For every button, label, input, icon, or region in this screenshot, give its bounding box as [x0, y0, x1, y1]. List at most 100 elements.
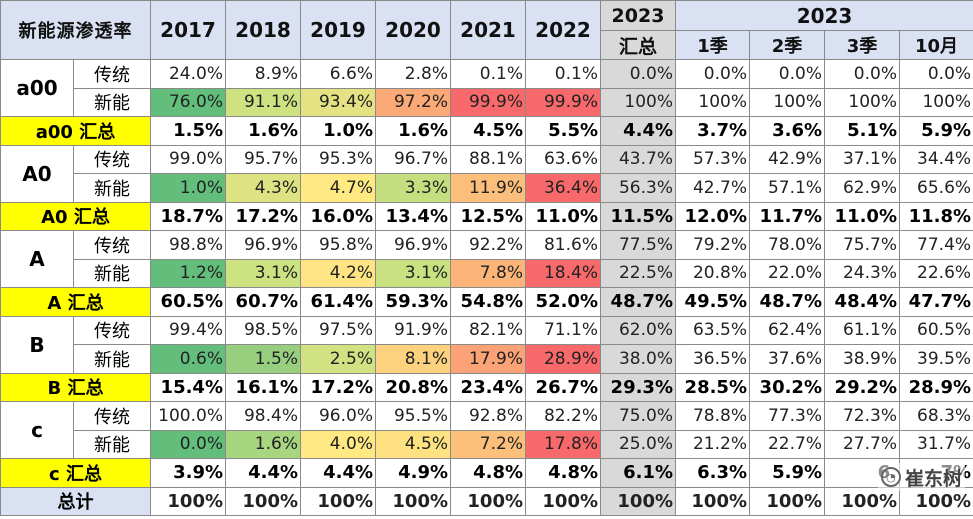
row-label: 新能	[73, 344, 151, 374]
data-cell: 18.4%	[525, 258, 601, 288]
data-cell: 99.9%	[525, 87, 601, 117]
data-cell: 57.1%	[749, 173, 825, 203]
data-cell: 21.2%	[675, 429, 750, 459]
summary-header-bottom: 汇总	[600, 30, 676, 60]
data-cell: 81.6%	[525, 230, 601, 260]
data-cell: 2.5%	[300, 344, 376, 374]
total-cell: 1.6%	[375, 116, 451, 146]
quarter-group-header: 2023	[674, 0, 973, 31]
data-cell: 77.5%	[600, 230, 676, 260]
total-cell: 49.5%	[675, 287, 750, 317]
total-cell: 5.1%	[824, 116, 900, 146]
data-cell: 79.2%	[675, 230, 750, 260]
data-cell: 61.1%	[824, 315, 900, 345]
year-header: 2018	[225, 0, 301, 60]
total-cell: 1.6%	[225, 116, 301, 146]
total-cell: 11.8%	[898, 201, 973, 231]
data-cell: 100%	[898, 87, 973, 117]
data-cell: 62.9%	[824, 173, 900, 203]
data-cell: 3.1%	[375, 258, 451, 288]
total-cell: 52.0%	[525, 287, 601, 317]
data-cell: 34.4%	[898, 144, 973, 174]
data-cell: 4.7%	[300, 173, 376, 203]
watermark: ◔ 崔东树	[877, 463, 965, 491]
data-cell: 22.6%	[898, 258, 973, 288]
year-header: 2020	[375, 0, 451, 60]
quarter-header: 10月	[898, 30, 973, 60]
data-cell: 82.1%	[450, 315, 526, 345]
total-cell: 11.7%	[749, 201, 825, 231]
wechat-icon: ◔	[880, 467, 901, 487]
data-cell: 95.5%	[375, 401, 451, 431]
grand-total-label: 总计	[0, 486, 151, 516]
corner-label: 新能源渗透率	[0, 0, 151, 60]
table-row: A 传统 98.8% 96.9% 95.8% 96.9% 92.2% 81.6% 77.5% 79…	[0, 230, 973, 288]
data-cell: 96.9%	[375, 230, 451, 260]
row-label: 新能	[73, 87, 151, 117]
data-cell: 36.4%	[525, 173, 601, 203]
table-row: 新能 0.6% 1.5% 2.5% 8.1% 17.9% 28.9% 38.0% 36.5% 37…	[1, 344, 973, 374]
header-row: 新能源渗透率 2017 2018 2019 2020 2021 2022 2023 2023	[0, 0, 973, 60]
data-cell: 24.3%	[824, 258, 900, 288]
data-cell: 0.0%	[749, 59, 825, 89]
grand-total-cell: 100%	[375, 486, 451, 516]
year-header: 2019	[300, 0, 376, 60]
data-cell: 95.7%	[225, 144, 301, 174]
data-cell: 77.3%	[749, 401, 825, 431]
row-label: 传统	[73, 401, 151, 431]
data-cell: 82.2%	[525, 401, 601, 431]
data-cell: 96.9%	[225, 230, 301, 260]
row-label: 传统	[73, 230, 151, 260]
total-cell: 48.7%	[749, 287, 825, 317]
total-cell: 18.7%	[150, 201, 226, 231]
total-cell: 48.7%	[600, 287, 676, 317]
table-row: 新能 1.0% 4.3% 4.7% 3.3% 11.9% 36.4% 56.3% 42.7% 57…	[1, 173, 973, 203]
total-cell: 4.8%	[525, 458, 601, 488]
grand-total-cell: 100%	[450, 486, 526, 516]
total-cell: 61.4%	[300, 287, 376, 317]
total-cell: 17.2%	[225, 201, 301, 231]
data-cell: 75.0%	[600, 401, 676, 431]
total-cell: 29.2%	[824, 372, 900, 402]
total-cell: 4.5%	[450, 116, 526, 146]
data-cell: 3.1%	[225, 258, 301, 288]
data-cell: 75.7%	[824, 230, 900, 260]
data-cell: 11.9%	[450, 173, 526, 203]
data-cell: 60.5%	[898, 315, 973, 345]
data-cell: 0.6%	[150, 344, 226, 374]
data-cell: 100%	[675, 87, 750, 117]
table-row: 新能 1.2% 3.1% 4.2% 3.1% 7.8% 18.4% 22.5% 20.8% 22.…	[1, 258, 973, 288]
data-cell: 20.8%	[675, 258, 750, 288]
year-header: 2017	[150, 0, 226, 60]
total-label: a00 汇总	[0, 116, 151, 146]
data-cell: 7.2%	[450, 429, 526, 459]
data-cell: 96.0%	[300, 401, 376, 431]
total-cell: 4.4%	[225, 458, 301, 488]
total-cell: 13.4%	[375, 201, 451, 231]
total-cell: 26.7%	[525, 372, 601, 402]
row-label: 传统	[73, 59, 151, 89]
data-cell: 0.0%	[600, 59, 676, 89]
total-cell: 20.8%	[375, 372, 451, 402]
data-cell: 38.0%	[600, 344, 676, 374]
total-cell: 23.4%	[450, 372, 526, 402]
data-cell: 3.3%	[375, 173, 451, 203]
total-row: B 汇总 15.4% 16.1% 17.2% 20.8% 23.4% 26.7% 29.3% 2…	[0, 372, 973, 402]
table-row: a00 传统 24.0% 8.9% 6.6% 2.8% 0.1% 0.1% 0.0% 0.0% 0.…	[0, 59, 973, 117]
total-row: A 汇总 60.5% 60.7% 61.4% 59.3% 54.8% 52.0% 48.7% 4…	[0, 287, 973, 317]
total-cell: 16.1%	[225, 372, 301, 402]
total-cell: 60.5%	[150, 287, 226, 317]
total-cell: 3.9%	[150, 458, 226, 488]
total-cell: 11.5%	[600, 201, 676, 231]
total-cell: 6.1%	[600, 458, 676, 488]
grand-total-cell: 100%	[824, 486, 900, 516]
data-cell: 95.3%	[300, 144, 376, 174]
total-cell: 4.4%	[300, 458, 376, 488]
total-cell: 4.9%	[375, 458, 451, 488]
data-cell: 37.6%	[749, 344, 825, 374]
data-cell: 63.6%	[525, 144, 601, 174]
data-cell: 65.6%	[898, 173, 973, 203]
group-label: a00	[0, 59, 74, 117]
